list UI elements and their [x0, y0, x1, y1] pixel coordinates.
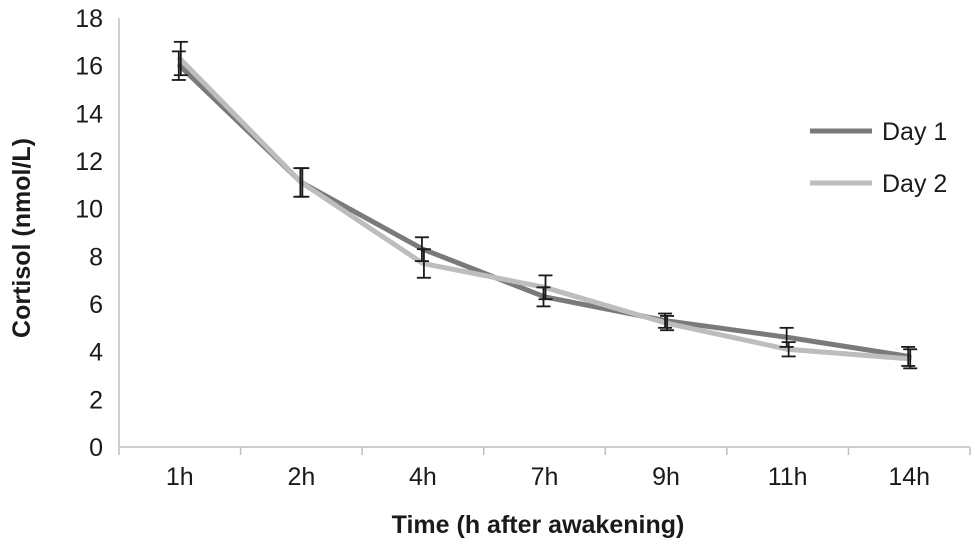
x-tick-label: 1h	[166, 463, 194, 491]
y-tick-label: 16	[75, 53, 103, 81]
error-bar	[173, 40, 188, 77]
x-tick-label: 2h	[287, 463, 315, 491]
legend: Day 1 Day 2	[810, 118, 947, 198]
y-tick-label: 2	[89, 386, 103, 414]
axes	[118, 18, 971, 455]
x-axis-title: Time (h after awakening)	[392, 511, 685, 539]
y-tick-label: 4	[89, 339, 103, 367]
error-bar	[295, 167, 310, 198]
error-bars	[171, 40, 918, 370]
y-tick-label: 0	[89, 434, 103, 462]
tick-labels: 0 2 4 6 8 10 12 14 16 18 1h 2h 4h 7h 9h 11h 14h	[75, 5, 930, 491]
y-tick-label: 14	[75, 100, 103, 128]
x-tick-label: 9h	[652, 463, 680, 491]
y-tick-label: 12	[75, 148, 103, 176]
x-tick-label: 11h	[768, 463, 808, 491]
error-bar	[660, 315, 675, 332]
error-bar	[416, 248, 431, 279]
y-tick-label: 10	[75, 196, 103, 224]
y-axis-title: Cortisol (nmol/L)	[8, 138, 36, 338]
y-tick-label: 8	[89, 243, 103, 271]
x-tick-label: 4h	[409, 463, 437, 491]
y-tick-label: 6	[89, 291, 103, 319]
legend-label-2: Day 2	[882, 170, 947, 198]
error-bar	[536, 286, 551, 308]
series-line-1	[177, 63, 912, 359]
series-lines	[177, 56, 912, 362]
series-line-2	[177, 56, 912, 362]
x-tick-label: 14h	[888, 463, 930, 491]
x-tick-label: 7h	[531, 463, 559, 491]
y-tick-label: 18	[75, 5, 103, 33]
error-bar	[781, 341, 796, 358]
error-bar	[538, 274, 553, 301]
legend-label-1: Day 1	[882, 118, 947, 146]
error-bar	[779, 326, 794, 348]
error-bar	[903, 348, 918, 370]
